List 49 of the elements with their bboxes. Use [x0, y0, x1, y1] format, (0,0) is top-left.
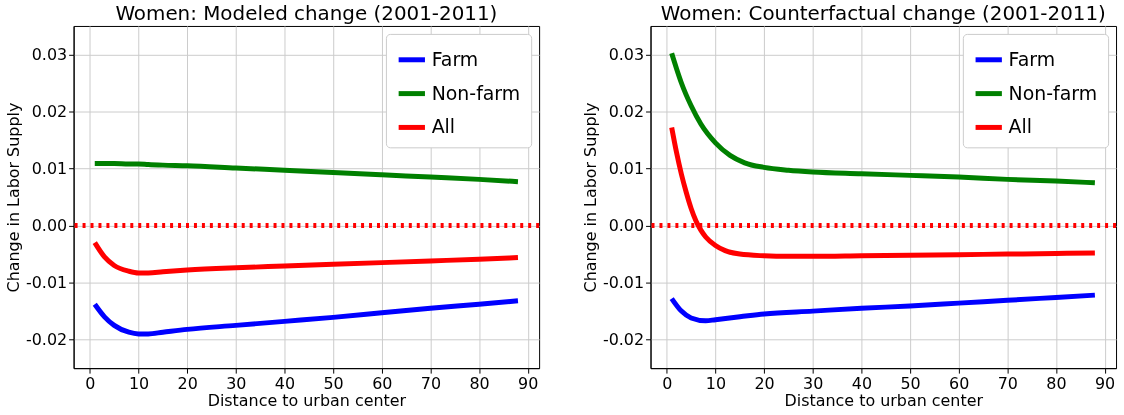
x-tick-label: 80	[1046, 373, 1067, 393]
y-tick-label: 0.03	[31, 44, 68, 64]
y-tick-label: 0.01	[608, 159, 645, 179]
x-tick-label: 70	[420, 373, 442, 393]
x-tick-label: 60	[949, 373, 970, 393]
legend-label: Non-farm	[1008, 81, 1098, 104]
x-tick-label: 0	[662, 373, 673, 393]
x-tick-label: 70	[997, 373, 1018, 393]
x-tick-label: 50	[323, 373, 344, 393]
line-series	[92, 160, 521, 185]
chart-title: Women: Modeled change (2001-2011)	[115, 2, 498, 25]
legend-label: All	[431, 115, 456, 138]
legend-label: Farm	[1008, 47, 1056, 70]
y-tick-label: 0.02	[608, 101, 645, 121]
line-series	[669, 50, 1098, 186]
y-tick-label: -0.01	[602, 273, 645, 293]
x-tick-label: 0	[85, 373, 96, 393]
x-tick-label: 30	[226, 373, 247, 393]
x-axis-title: Distance to urban center	[207, 391, 407, 411]
y-tick-label: -0.02	[602, 330, 645, 350]
x-tick-label: 90	[1094, 373, 1116, 393]
x-tick-label: 60	[372, 373, 393, 393]
x-tick-label: 10	[128, 373, 150, 393]
x-axis-title: Distance to urban center	[784, 391, 984, 411]
x-tick-label: 10	[705, 373, 727, 393]
x-tick-label: 50	[900, 373, 921, 393]
chart-title: Women: Counterfactual change (2001-2011)	[660, 2, 1106, 25]
line-series	[669, 292, 1098, 324]
y-tick-label: 0.01	[31, 159, 68, 179]
x-tick-label: 40	[851, 373, 873, 393]
legend-label: All	[1008, 115, 1033, 138]
line-series	[92, 240, 521, 276]
x-tick-label: 20	[177, 373, 198, 393]
legend-label: Farm	[431, 47, 479, 70]
x-tick-label: 20	[754, 373, 775, 393]
legend-label: Non-farm	[431, 81, 521, 104]
y-tick-label: 0.02	[31, 101, 68, 121]
x-tick-label: 40	[274, 373, 296, 393]
y-axis-title: Change in Labor Supply	[580, 102, 600, 293]
y-tick-label: -0.02	[25, 330, 68, 350]
y-tick-label: 0.03	[608, 44, 645, 64]
y-tick-label: -0.01	[25, 273, 68, 293]
y-axis-title: Change in Labor Supply	[4, 102, 23, 293]
x-tick-label: 90	[518, 373, 539, 393]
y-tick-label: 0.00	[31, 216, 68, 236]
x-tick-label: 80	[469, 373, 490, 393]
y-tick-label: 0.00	[608, 216, 645, 236]
line-series	[92, 298, 521, 337]
x-tick-label: 30	[803, 373, 824, 393]
